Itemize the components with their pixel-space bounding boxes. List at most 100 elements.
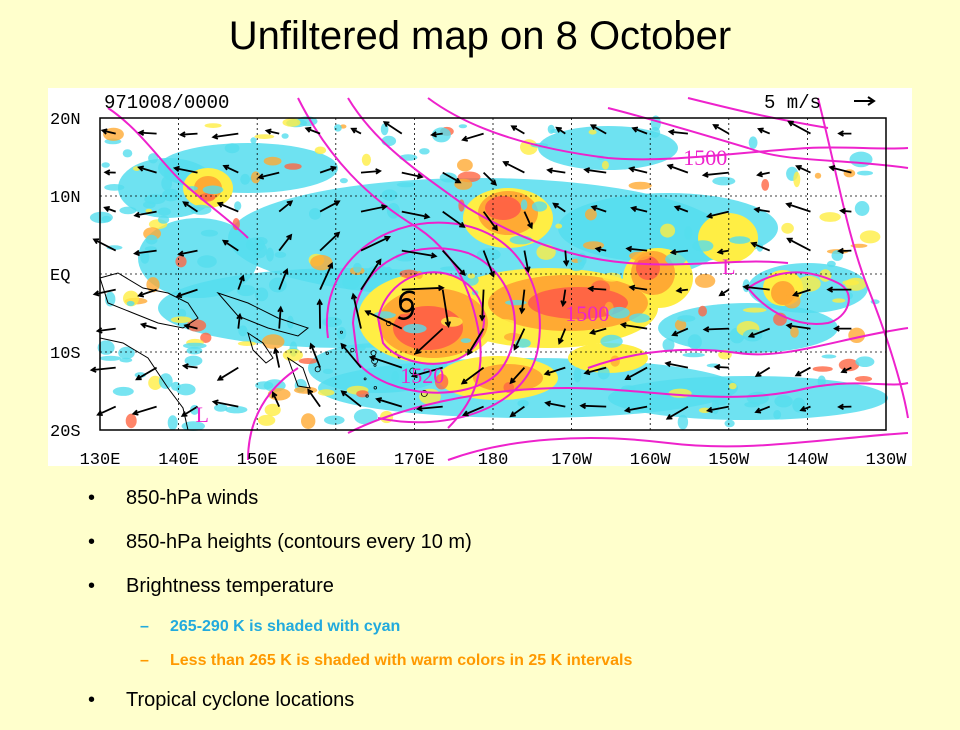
shading-speck [339, 178, 348, 184]
shading-speck [225, 406, 248, 414]
wind-vector [236, 312, 243, 329]
lon-label: 160W [630, 451, 672, 466]
wind-vector [181, 363, 198, 370]
wind-vector [131, 405, 157, 416]
wind-vector [401, 210, 431, 220]
shading-speck [314, 146, 327, 155]
shading-speck [629, 313, 650, 323]
wind-vector [562, 250, 570, 267]
shading-speck [234, 201, 242, 211]
island [365, 394, 369, 398]
shading-speck [848, 327, 866, 343]
shading-speck [517, 399, 529, 407]
shading-speck [439, 172, 457, 183]
shading-speck [677, 315, 696, 322]
bullet-text: 850-hPa winds [126, 487, 259, 509]
lon-label: 130E [80, 451, 121, 466]
wind-vector [702, 326, 729, 333]
shading-speck [476, 248, 501, 261]
wind-vector [837, 247, 852, 255]
wind-vector [706, 405, 729, 414]
shading-speck [161, 176, 173, 191]
shading-speck [204, 123, 222, 128]
wind-vector [840, 366, 852, 374]
wind-vector [623, 405, 648, 414]
wind-vector [479, 289, 486, 322]
shading-speck [660, 223, 676, 238]
shading-speck [112, 386, 134, 396]
wind-vector [304, 126, 321, 135]
bullet-cyclones: • Tropical cyclone locations [88, 686, 948, 730]
wind-vector [177, 249, 198, 257]
island [373, 363, 377, 367]
shading-speck [694, 273, 716, 288]
wind-vector [675, 287, 689, 294]
shading-speck [793, 171, 801, 188]
height-contour [447, 432, 909, 461]
shading-speck [431, 127, 451, 143]
lat-label: 10S [50, 345, 81, 364]
shading-speck [817, 375, 826, 387]
wind-vector [350, 127, 362, 135]
lon-label: 130W [866, 451, 908, 466]
wind-vector [557, 328, 567, 345]
island [409, 367, 417, 375]
wind-vector [625, 245, 648, 253]
wind-vector [319, 200, 341, 213]
shading-speck [492, 319, 515, 327]
shading-speck [682, 352, 705, 358]
wind-vector [401, 171, 424, 180]
shading-speck [854, 376, 873, 382]
shading-speck [674, 319, 687, 331]
wind-vector [792, 288, 811, 297]
height-contour [746, 271, 850, 325]
shading-speck [322, 316, 342, 328]
wind-vector [237, 274, 245, 290]
wind-vector [756, 171, 770, 178]
wind-vector [89, 366, 116, 373]
wind-vector [713, 363, 729, 371]
shading-speck [158, 373, 173, 389]
shading-speck [197, 255, 217, 268]
shading-speck [266, 247, 274, 262]
wind-vector [837, 130, 852, 137]
wind-vector [137, 288, 157, 298]
shading-speck [104, 184, 125, 191]
bullet-winds: • 850-hPa winds [88, 484, 948, 528]
shading-speck [237, 341, 257, 346]
shading-speck [832, 298, 846, 303]
shading-speck [812, 366, 833, 372]
shading-speck [175, 255, 187, 268]
wind-vector [839, 207, 852, 215]
wind-vector [180, 405, 198, 417]
wind-vector [546, 167, 566, 174]
shading-speck [245, 237, 265, 252]
shading-speck [284, 163, 302, 170]
shading-speck [255, 381, 274, 390]
wind-vector [410, 366, 443, 379]
shading-speck [602, 272, 622, 282]
wind-vector [221, 239, 239, 252]
shading-speck [250, 137, 257, 144]
bullet-text: 850-hPa heights (contours every 10 m) [126, 531, 472, 553]
shading-speck [146, 277, 160, 293]
lon-label: 140W [787, 451, 829, 466]
shading-speck [361, 153, 371, 166]
wind-vector [673, 205, 689, 213]
shading-speck [334, 124, 342, 132]
coastline [247, 331, 274, 364]
wind-vector [441, 289, 452, 329]
shading-speck [282, 118, 301, 127]
shading-speck [317, 389, 335, 396]
shading-speck [301, 413, 316, 429]
island [420, 390, 428, 397]
wind-vector [560, 289, 567, 308]
shading-speck [687, 334, 702, 350]
lon-label: 170W [551, 451, 593, 466]
wind-vector [628, 166, 648, 174]
shading-speck [167, 415, 178, 431]
wind-vector [430, 131, 443, 138]
vector-scale-arrow [854, 96, 876, 106]
shading-speck [158, 215, 170, 224]
shading-speck [324, 415, 345, 425]
